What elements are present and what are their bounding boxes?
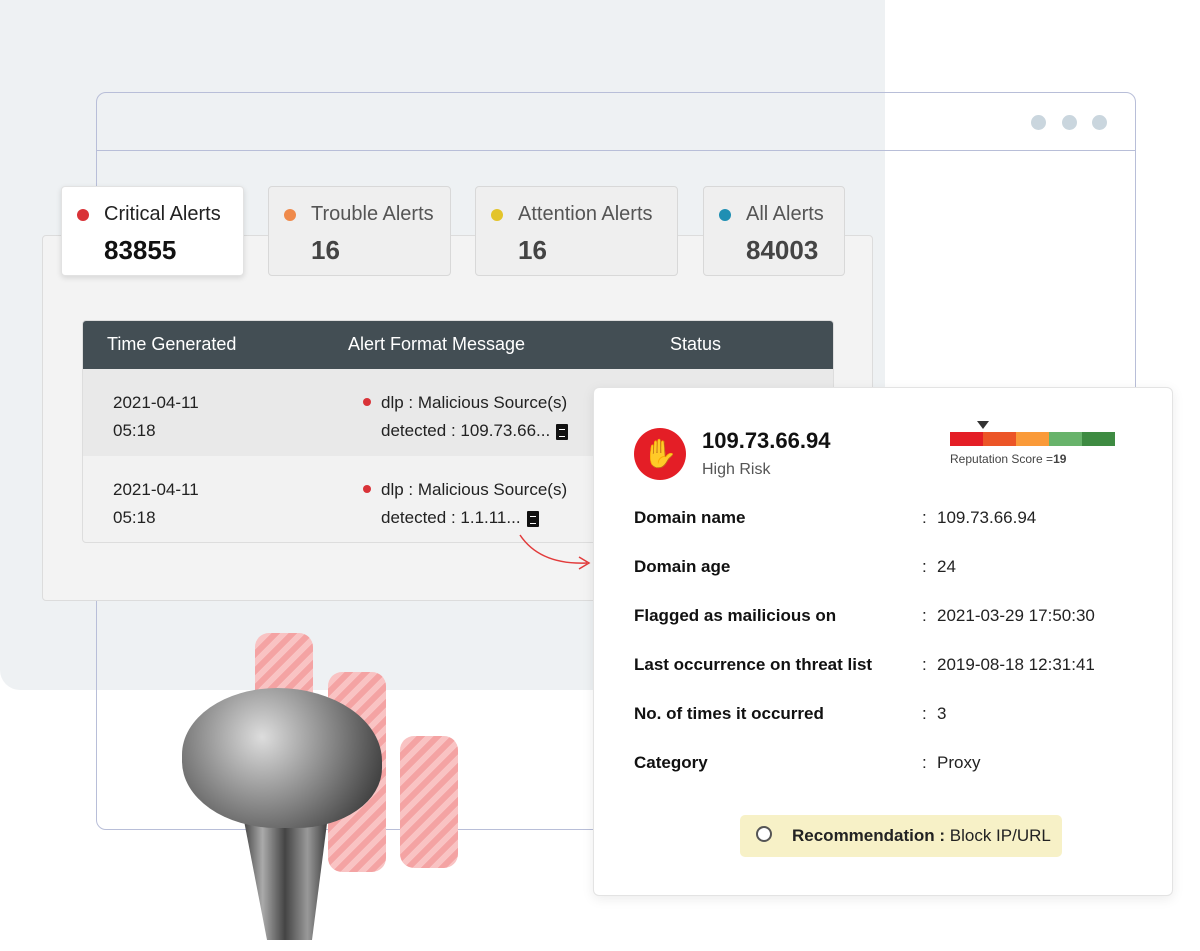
status-dot <box>719 209 731 221</box>
tab-trouble-alerts[interactable]: Trouble Alerts 16 <box>268 186 451 276</box>
separator: : <box>922 704 927 723</box>
field-value: 2019-08-18 12:31:41 <box>937 655 1095 674</box>
tab-count: 16 <box>311 235 340 265</box>
separator: : <box>922 606 927 625</box>
field-key: No. of times it occurred <box>634 704 824 723</box>
column-header[interactable]: Time Generated <box>107 334 237 354</box>
tab-critical-alerts[interactable]: Critical Alerts 83855 <box>61 186 244 276</box>
tab-attention-alerts[interactable]: Attention Alerts 16 <box>475 186 678 276</box>
tab-label: Trouble Alerts <box>311 203 434 225</box>
recommendation-value: Block IP/URL <box>949 826 1051 845</box>
field-key: Flagged as mailicious on <box>634 606 837 625</box>
field-value: 24 <box>937 557 956 576</box>
table-header: Time Generated Alert Format Message Stat… <box>83 321 833 369</box>
document-icon[interactable] <box>556 423 569 440</box>
date: 2021-04-11 <box>113 393 199 412</box>
message: dlp : Malicious Source(s) <box>381 480 568 499</box>
window-dot <box>1031 115 1046 130</box>
message-detail: detected : 1.1.11... <box>381 508 521 527</box>
time: 05:18 <box>113 508 156 527</box>
tab-label: Critical Alerts <box>104 203 221 225</box>
reputation-bar <box>950 432 1115 446</box>
message: dlp : Malicious Source(s) <box>381 393 568 412</box>
date: 2021-04-11 <box>113 480 199 499</box>
window-titlebar-divider <box>97 150 1135 151</box>
field-key: Domain age <box>634 557 731 576</box>
tab-all-alerts[interactable]: All Alerts 84003 <box>703 186 845 276</box>
message-detail: detected : 109.73.66... <box>381 421 551 440</box>
tab-label: Attention Alerts <box>518 203 653 225</box>
field-value: 2021-03-29 17:50:30 <box>937 606 1095 625</box>
separator: : <box>922 508 927 527</box>
separator: : <box>922 557 927 576</box>
severity-dot <box>363 484 371 493</box>
status-dot <box>77 209 89 221</box>
time: 05:18 <box>113 421 156 440</box>
window-dot <box>1092 115 1107 130</box>
status-dot <box>491 209 503 221</box>
lightbulb-icon <box>756 826 772 842</box>
column-header[interactable]: Alert Format Message <box>348 334 526 354</box>
score-marker-icon <box>977 421 989 429</box>
ip-address: 109.73.66.94 <box>702 428 831 453</box>
separator: : <box>922 753 927 772</box>
status-dot <box>284 209 296 221</box>
document-icon[interactable] <box>526 510 539 527</box>
recommendation-box: Recommendation : Block IP/URL <box>740 815 1062 857</box>
recommendation-label: Recommendation : <box>792 826 946 845</box>
tab-count: 83855 <box>104 235 177 265</box>
table-row[interactable]: 2021-04-11 05:18 dlp : Malicious Source(s… <box>83 456 833 542</box>
reputation-score: Reputation Score =19 <box>950 452 1067 466</box>
tab-label: All Alerts <box>746 203 824 225</box>
window-dot <box>1062 115 1077 130</box>
field-key: Category <box>634 753 708 772</box>
risk-level: High Risk <box>702 461 771 478</box>
threat-detail-popup: ✋ 109.73.66.94 High Risk Reputation Scor… <box>593 387 1173 896</box>
tab-count: 16 <box>518 235 547 265</box>
field-value: Proxy <box>937 753 981 772</box>
tab-count: 84003 <box>746 235 819 265</box>
field-value: 109.73.66.94 <box>937 508 1037 527</box>
field-key: Last occurrence on threat list <box>634 655 873 674</box>
field-value: 3 <box>937 704 947 723</box>
field-key: Domain name <box>634 508 746 527</box>
separator: : <box>922 655 927 674</box>
arrow-icon <box>519 534 591 570</box>
column-header[interactable]: Status <box>670 334 722 354</box>
decorative-bar <box>400 736 458 868</box>
window-overlap <box>885 262 1091 382</box>
robot-brain-image <box>182 688 382 828</box>
hand-stop-icon: ✋ <box>634 428 686 480</box>
severity-dot <box>363 397 371 406</box>
